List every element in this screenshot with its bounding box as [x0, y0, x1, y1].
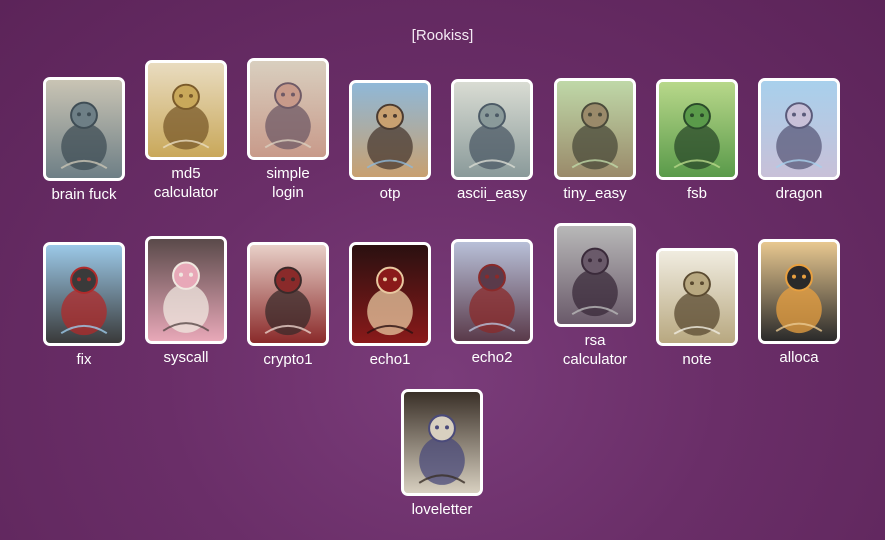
- golden-throne-icon[interactable]: [145, 60, 227, 160]
- challenge-label: md5 calculator: [153, 165, 219, 201]
- book-monster-icon[interactable]: [554, 223, 636, 327]
- challenge-tile[interactable]: dragon: [749, 78, 849, 203]
- challenge-tile[interactable]: fix: [34, 242, 134, 369]
- snail-girl-icon[interactable]: [247, 58, 329, 160]
- challenge-tile[interactable]: note: [647, 248, 747, 369]
- challenge-label: dragon: [775, 185, 823, 202]
- skeleton-prisoner-icon[interactable]: [401, 389, 483, 496]
- centaur-icon[interactable]: [451, 79, 533, 180]
- dancer-girl-icon[interactable]: [145, 236, 227, 344]
- challenge-tile[interactable]: crypto1: [238, 242, 338, 369]
- challenge-tile[interactable]: syscall: [136, 236, 236, 367]
- challenge-label: echo2: [471, 349, 513, 366]
- snake-icon[interactable]: [656, 79, 738, 180]
- cat-knight-icon[interactable]: [43, 242, 125, 346]
- section-title: [Rookiss]: [411, 27, 474, 44]
- challenge-tile[interactable]: md5 calculator: [136, 60, 236, 202]
- challenge-tile[interactable]: brain fuck: [34, 77, 134, 204]
- challenge-tile[interactable]: echo1: [340, 242, 440, 369]
- challenge-label: ascii_easy: [456, 185, 528, 202]
- challenge-label: otp: [379, 185, 401, 202]
- challenge-tile[interactable]: alloca: [749, 239, 849, 367]
- challenge-tile[interactable]: echo2: [442, 239, 542, 367]
- challenge-tile[interactable]: ascii_easy: [442, 79, 542, 203]
- challenge-label: rsa calculator: [562, 332, 628, 368]
- challenge-label: fsb: [686, 185, 707, 202]
- challenge-tile[interactable]: fsb: [647, 79, 747, 203]
- zombie-drinking-icon[interactable]: [43, 77, 125, 181]
- challenge-label: brain fuck: [51, 186, 117, 203]
- horned-girl-icon[interactable]: [451, 239, 533, 344]
- challenge-label: syscall: [163, 349, 209, 366]
- challenge-label: note: [682, 351, 712, 368]
- challenge-label: echo1: [369, 351, 411, 368]
- challenge-tile[interactable]: tiny_easy: [545, 78, 645, 203]
- challenge-tile[interactable]: otp: [340, 80, 440, 203]
- challenge-label: crypto1: [263, 351, 313, 368]
- winged-demon-icon[interactable]: [349, 242, 431, 346]
- paper-monster-icon[interactable]: [656, 248, 738, 346]
- challenge-label: loveletter: [411, 501, 473, 518]
- challenge-tile[interactable]: loveletter: [392, 389, 492, 519]
- dragon-icon[interactable]: [758, 78, 840, 180]
- challenge-tile[interactable]: rsa calculator: [545, 223, 645, 369]
- penguin-icon[interactable]: [758, 239, 840, 344]
- challenge-label: tiny_easy: [563, 185, 627, 202]
- challenge-label: simple login: [266, 165, 310, 201]
- eye-creature-icon[interactable]: [349, 80, 431, 180]
- challenge-label: alloca: [779, 349, 819, 366]
- fly-creature-icon[interactable]: [554, 78, 636, 180]
- challenge-tile[interactable]: simple login: [238, 58, 338, 202]
- priest-girl-icon[interactable]: [247, 242, 329, 346]
- challenge-label: fix: [76, 351, 92, 368]
